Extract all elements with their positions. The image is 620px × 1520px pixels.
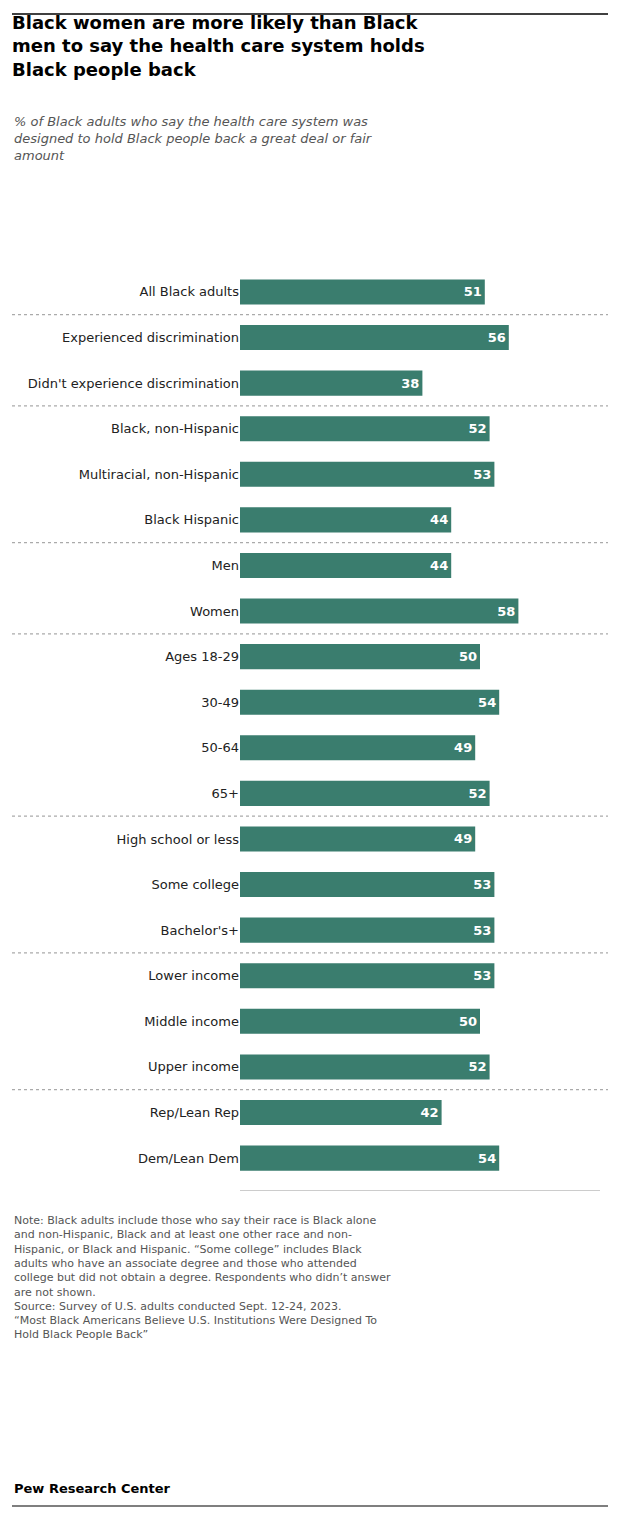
svg-text:Black, non-Hispanic: Black, non-Hispanic bbox=[111, 421, 239, 436]
svg-text:Note: Black adults include tho: Note: Black adults include those who say… bbox=[14, 1214, 391, 1341]
svg-text:50: 50 bbox=[459, 649, 477, 664]
svg-text:44: 44 bbox=[430, 512, 448, 527]
svg-text:53: 53 bbox=[473, 923, 491, 938]
svg-text:Experienced discrimination: Experienced discrimination bbox=[62, 330, 239, 345]
svg-text:Middle income: Middle income bbox=[144, 1014, 239, 1029]
svg-text:51: 51 bbox=[464, 284, 482, 299]
svg-text:52: 52 bbox=[469, 421, 487, 436]
svg-text:65+: 65+ bbox=[212, 786, 239, 801]
svg-text:50-64: 50-64 bbox=[201, 740, 239, 755]
svg-text:50: 50 bbox=[459, 1014, 477, 1029]
svg-text:Some college: Some college bbox=[151, 877, 239, 892]
svg-text:49: 49 bbox=[454, 740, 472, 755]
svg-text:54: 54 bbox=[478, 1151, 496, 1166]
svg-text:Multiracial, non-Hispanic: Multiracial, non-Hispanic bbox=[79, 467, 239, 482]
svg-text:56: 56 bbox=[488, 330, 506, 345]
svg-text:Lower income: Lower income bbox=[148, 968, 239, 983]
svg-text:53: 53 bbox=[473, 467, 491, 482]
svg-text:Upper income: Upper income bbox=[148, 1059, 239, 1074]
svg-text:Women: Women bbox=[190, 604, 239, 619]
svg-text:Black women are more likely th: Black women are more likely than Blackme… bbox=[12, 12, 425, 80]
svg-text:30-49: 30-49 bbox=[201, 695, 239, 710]
svg-text:High school or less: High school or less bbox=[117, 832, 240, 847]
svg-text:58: 58 bbox=[497, 604, 515, 619]
svg-text:53: 53 bbox=[473, 877, 491, 892]
svg-text:44: 44 bbox=[430, 558, 448, 573]
svg-text:38: 38 bbox=[401, 376, 419, 391]
svg-text:Didn't experience discriminati: Didn't experience discrimination bbox=[28, 376, 239, 391]
svg-text:53: 53 bbox=[473, 968, 491, 983]
svg-text:Ages 18-29: Ages 18-29 bbox=[165, 649, 239, 664]
svg-text:% of Black adults who say the: % of Black adults who say the health car… bbox=[14, 114, 373, 163]
svg-text:Men: Men bbox=[212, 558, 239, 573]
svg-text:52: 52 bbox=[469, 786, 487, 801]
svg-text:52: 52 bbox=[469, 1059, 487, 1074]
svg-text:49: 49 bbox=[454, 831, 472, 846]
svg-text:Pew Research Center: Pew Research Center bbox=[14, 1481, 171, 1496]
svg-text:Rep/Lean Rep: Rep/Lean Rep bbox=[150, 1105, 239, 1120]
svg-text:Black Hispanic: Black Hispanic bbox=[144, 512, 239, 527]
svg-text:Bachelor's+: Bachelor's+ bbox=[161, 923, 239, 938]
svg-text:42: 42 bbox=[421, 1105, 439, 1120]
svg-text:54: 54 bbox=[478, 695, 496, 710]
svg-text:All Black adults: All Black adults bbox=[140, 284, 240, 299]
svg-text:Dem/Lean Dem: Dem/Lean Dem bbox=[138, 1151, 239, 1166]
